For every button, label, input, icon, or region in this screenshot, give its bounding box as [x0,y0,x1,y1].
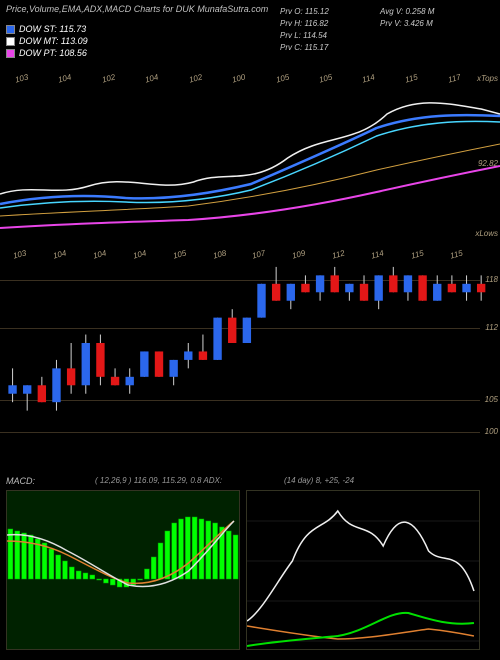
macd-svg [7,491,239,649]
legend-label: DOW MT: 113.09 [19,36,88,46]
x-tick: 104 [144,72,159,84]
x-tick: 103 [14,72,29,84]
x-tick: 105 [275,72,290,84]
legend-item: DOW PT: 108.56 [6,48,88,58]
x-tick: 117 [447,73,462,85]
xlows-label: xLows [475,229,498,238]
ema-lines-svg [0,74,500,238]
info-line: Prv V: 3.426 M [380,18,434,30]
macd-params: ( 12,26,9 ) 116.09, 115.29, 0.8 ADX: [95,476,222,485]
info-line: Prv C: 115.17 [280,42,329,54]
adx-svg [247,491,479,649]
x-tick: 102 [101,72,116,84]
adx-chart [246,490,480,650]
x-tick: 102 [188,72,203,84]
info-line: Prv L: 114.54 [280,30,329,42]
mid-price-label: 92.82 [478,159,498,168]
xtops-label: xTops [477,74,498,83]
x-tick: 104 [58,72,73,84]
legend-item: DOW ST: 115.73 [6,24,88,34]
legend-swatch [6,49,15,58]
indicator-panels [6,490,480,650]
x-tick: 115 [404,73,419,85]
candlestick-chart: 103104104104105108107109112114115115 118… [0,250,500,436]
info-line: Avg V: 0.258 M [380,6,434,18]
info-line: Prv H: 116.82 [280,18,329,30]
legend-swatch [6,25,15,34]
top-x-axis: 103 104 102 104 102 100 105 105 114 115 117 [0,74,476,83]
info-line: Prv O: 115.12 [280,6,329,18]
x-tick: 114 [361,73,376,85]
page-title: Price,Volume,EMA,ADX,MACD Charts for DUK… [6,4,268,14]
macd-label: MACD: [6,476,35,486]
avg-volume: Avg V: 0.258 MPrv V: 3.426 M [380,6,434,30]
adx-params: (14 day) 8, +25, -24 [284,476,354,485]
ema-legend: DOW ST: 115.73 DOW MT: 113.09 DOW PT: 108.… [6,24,88,60]
legend-label: DOW ST: 115.73 [19,24,86,34]
prev-ohlc: Prv O: 115.12Prv H: 116.82Prv L: 114.54P… [280,6,329,54]
x-tick: 105 [318,72,333,84]
ema-line-chart: 103104102104102100105105114115117 xTops … [0,74,500,238]
legend-swatch [6,37,15,46]
legend-label: DOW PT: 108.56 [19,48,87,58]
macd-chart [6,490,240,650]
candles-svg [0,250,500,436]
x-tick: 100 [231,72,246,84]
legend-item: DOW MT: 113.09 [6,36,88,46]
